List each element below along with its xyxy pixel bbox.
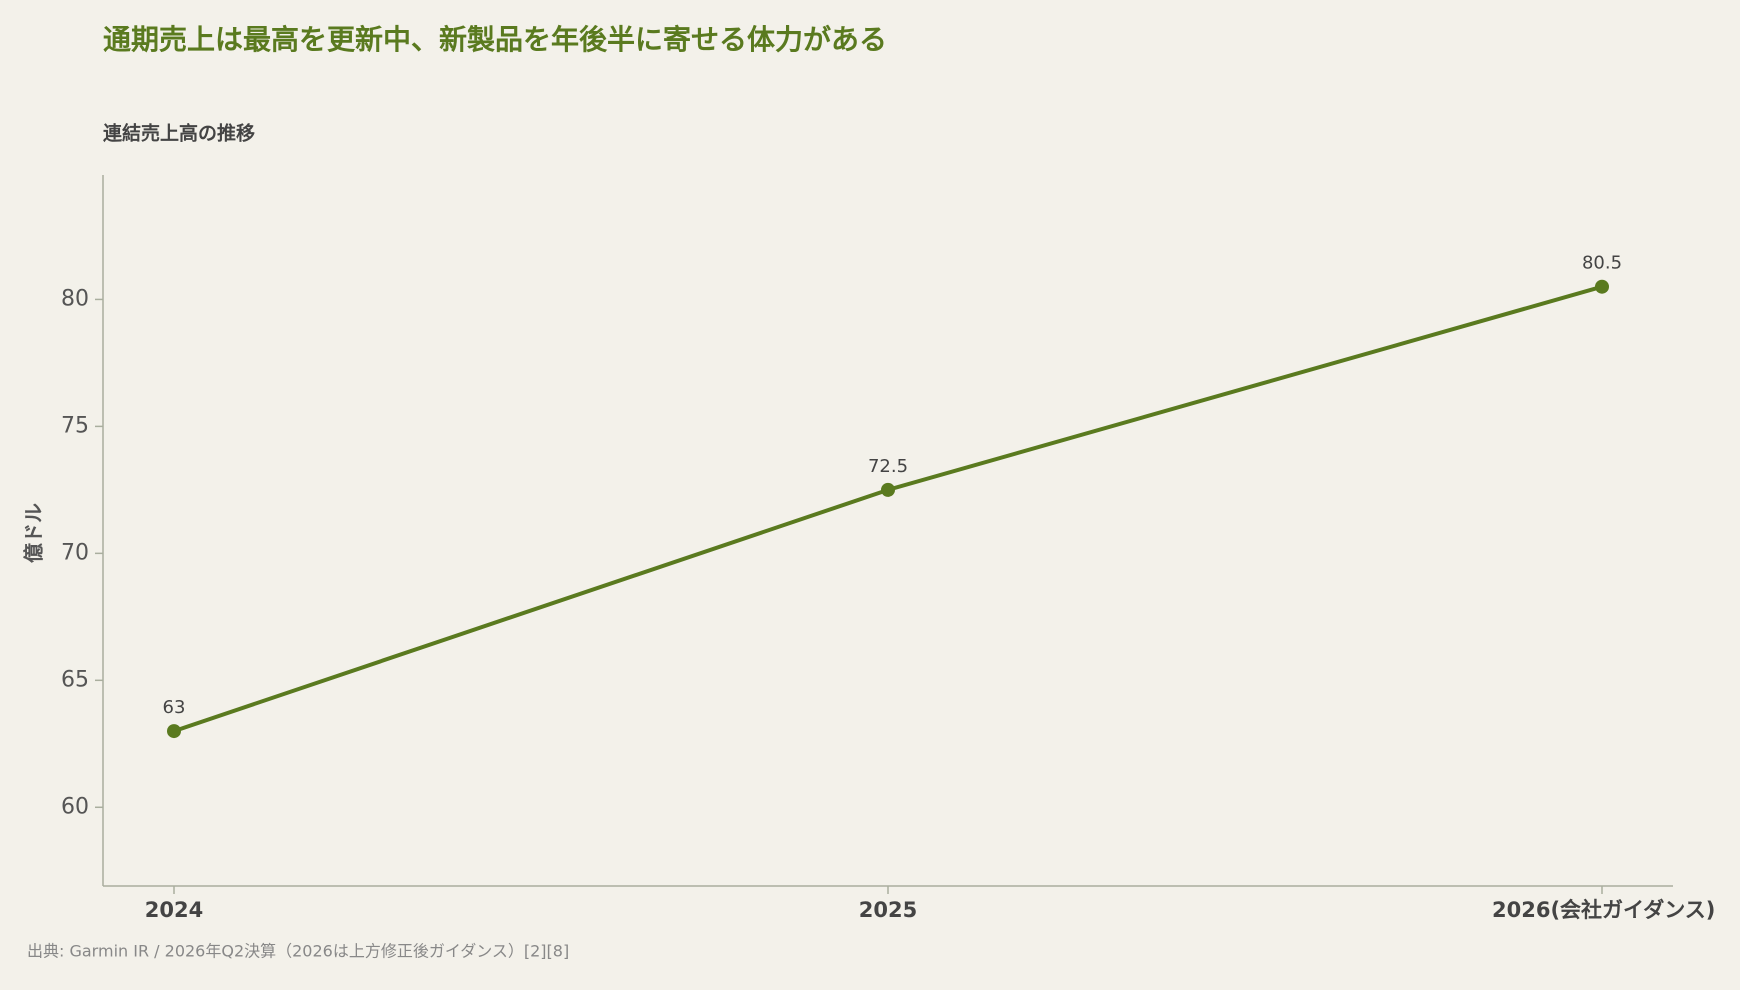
y-tick-label: 60 bbox=[61, 794, 89, 819]
y-axis-label: 億ドル bbox=[22, 503, 46, 563]
chart-title: 通期売上は最高を更新中、新製品を年後半に寄せる体力がある bbox=[103, 23, 887, 56]
chart-subtitle: 連結売上高の推移 bbox=[103, 122, 255, 145]
y-tick-label: 70 bbox=[61, 540, 89, 565]
source: 出典: Garmin IR / 2026年Q2決算（2026は上方修正後ガイダン… bbox=[27, 942, 569, 961]
x-tick-label: 2025 bbox=[859, 898, 917, 922]
data-point bbox=[167, 724, 181, 739]
x-tick-label: 2024 bbox=[145, 898, 203, 922]
data-line bbox=[173, 284, 1603, 733]
y-tick-label: 75 bbox=[61, 413, 89, 438]
value-label: 72.5 bbox=[868, 456, 908, 477]
y-tick-label: 80 bbox=[61, 286, 89, 311]
x-tick-label: 2026(会社ガイダンス) bbox=[1492, 898, 1715, 922]
y-tick-label: 65 bbox=[61, 667, 89, 692]
value-label: 63 bbox=[163, 697, 186, 718]
data-point bbox=[1595, 279, 1609, 294]
data-point bbox=[881, 482, 895, 497]
value-label: 80.5 bbox=[1582, 253, 1622, 274]
